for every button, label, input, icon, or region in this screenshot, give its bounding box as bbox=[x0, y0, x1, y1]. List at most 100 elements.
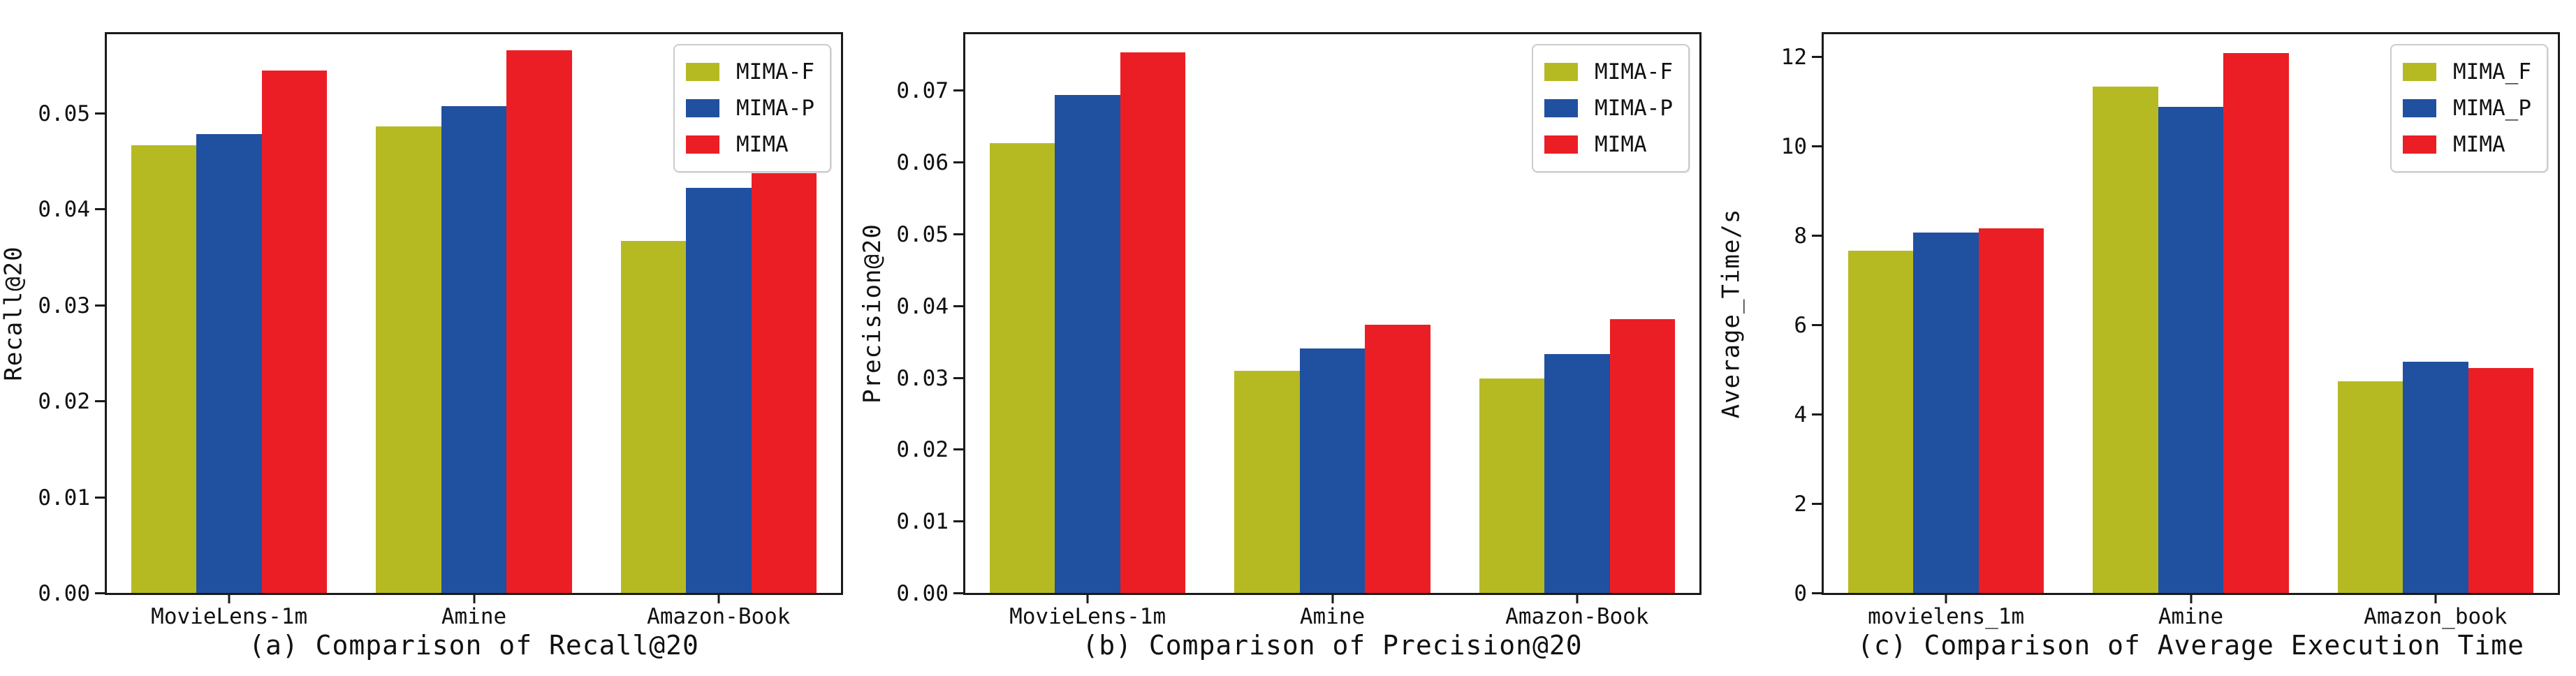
legend-swatch bbox=[686, 99, 720, 117]
bar-MIMA-P-MovieLens-1m bbox=[1055, 95, 1120, 593]
bar-MIMA-F-MovieLens-1m bbox=[990, 143, 1055, 593]
x-category-label: Amazon-Book bbox=[1505, 604, 1649, 629]
bar-MIMA-MovieLens-1m bbox=[261, 71, 328, 593]
legend-label: MIMA bbox=[1595, 132, 1647, 157]
y-tick bbox=[1812, 235, 1822, 237]
y-tick-label: 0.04 bbox=[896, 293, 949, 319]
y-tick-label: 0.06 bbox=[896, 150, 949, 176]
legend-label: MIMA-P bbox=[1595, 96, 1673, 121]
y-tick-label: 6 bbox=[1794, 313, 1807, 338]
y-axis-label-recall: Recall@20 bbox=[0, 32, 31, 595]
x-category-label: Amine bbox=[1299, 604, 1366, 629]
plot-area-precision: 0.00 0.01 0.02 0.03 0.04 0.05 0.06 0.07 MovieLen… bbox=[896, 32, 1702, 629]
x-tick bbox=[2190, 595, 2192, 603]
bar-MIMA-P-Amazon-Book bbox=[686, 187, 752, 593]
y-tick-label: 0.05 bbox=[896, 221, 949, 247]
y-tick bbox=[953, 161, 963, 164]
legend-label: MIMA bbox=[2453, 132, 2505, 157]
y-tick bbox=[1812, 56, 1822, 58]
legend-item: MIMA bbox=[686, 126, 814, 163]
y-tick bbox=[95, 592, 105, 594]
panel-precision: Precision@20 0.00 0.01 0.02 0.03 0.04 0.05 0.0… bbox=[858, 0, 1717, 676]
legend-item: MIMA_P bbox=[2403, 90, 2531, 126]
legend: MIMA-F MIMA-P MIMA bbox=[673, 44, 831, 172]
legend-label: MIMA_P bbox=[2453, 96, 2531, 121]
legend: MIMA_F MIMA_P MIMA bbox=[2390, 44, 2548, 172]
bar-MIMA-Amine bbox=[2223, 52, 2289, 593]
bar-MIMA_P-movielens_1m bbox=[1913, 233, 1979, 593]
y-axis-label-text: Average_Time/s bbox=[1717, 208, 1746, 419]
y-tick bbox=[953, 304, 963, 307]
bar-MIMA-P-Amine bbox=[1299, 348, 1366, 593]
y-tick-label: 0.01 bbox=[896, 509, 949, 535]
x-tick bbox=[2434, 595, 2437, 603]
legend-label: MIMA-F bbox=[736, 59, 814, 84]
y-tick-label: 0.07 bbox=[896, 78, 949, 104]
x-category-label: MovieLens-1m bbox=[151, 604, 308, 629]
bar-MIMA-MovieLens-1m bbox=[1120, 52, 1186, 593]
bar-MIMA-movielens_1m bbox=[1978, 228, 2044, 593]
y-tick-label: 0.00 bbox=[896, 581, 949, 606]
y-tick-label: 0.03 bbox=[38, 293, 90, 318]
legend-item: MIMA bbox=[1544, 126, 1673, 163]
y-tick bbox=[1812, 145, 1822, 147]
legend-swatch bbox=[1544, 63, 1579, 81]
bar-MIMA-F-Amine bbox=[376, 126, 441, 593]
bar-MIMA-Amazon-Book bbox=[751, 138, 817, 593]
y-tick bbox=[95, 208, 105, 211]
y-tick-label: 0.04 bbox=[38, 197, 90, 223]
y-tick bbox=[95, 304, 105, 307]
y-tick bbox=[953, 592, 963, 594]
legend-label: MIMA_F bbox=[2453, 59, 2531, 84]
y-tick bbox=[953, 89, 963, 92]
x-category-label: movielens_1m bbox=[1868, 604, 2025, 629]
y-tick-label: 0.05 bbox=[38, 101, 90, 126]
x-tick bbox=[1331, 595, 1333, 603]
panel-avg-time: Average_Time/s 0 2 4 6 8 10 12 movielens_1m Amin… bbox=[1717, 0, 2575, 676]
legend-swatch bbox=[2403, 63, 2437, 81]
x-category-label: Amine bbox=[441, 604, 507, 629]
x-tick bbox=[1945, 595, 1947, 603]
plot-area-avg-time: 0 2 4 6 8 10 12 movielens_1m Amine Amazon_book MIM… bbox=[1781, 32, 2560, 629]
legend: MIMA-F MIMA-P MIMA bbox=[1532, 44, 1690, 172]
x-tick bbox=[1086, 595, 1089, 603]
y-tick bbox=[953, 448, 963, 451]
legend-item: MIMA bbox=[2403, 126, 2531, 163]
legend-label: MIMA-P bbox=[736, 96, 814, 121]
x-category-label: MovieLens-1m bbox=[1009, 604, 1166, 629]
x-tick bbox=[228, 595, 230, 603]
panel-recall: Recall@20 0.00 0.01 0.02 0.03 0.04 0.05 MovieL… bbox=[0, 0, 858, 676]
bar-MIMA_F-Amazon_book bbox=[2337, 381, 2403, 593]
y-axis-label-precision: Precision@20 bbox=[855, 32, 890, 595]
legend-item: MIMA_F bbox=[2403, 54, 2531, 90]
bar-MIMA_F-Amine bbox=[2093, 86, 2158, 593]
y-tick-label: 0.02 bbox=[896, 437, 949, 463]
y-tick bbox=[1812, 592, 1822, 594]
y-tick-label: 0.01 bbox=[38, 485, 90, 510]
y-tick bbox=[1812, 413, 1822, 416]
y-tick-label: 0 bbox=[1794, 581, 1807, 606]
y-axis-label-text: Precision@20 bbox=[858, 223, 887, 404]
legend-swatch bbox=[2403, 135, 2437, 154]
y-tick bbox=[95, 496, 105, 499]
bar-MIMA-F-Amine bbox=[1234, 371, 1300, 593]
chart-caption-recall: (a) Comparison of Recall@20 bbox=[249, 630, 699, 661]
legend-swatch bbox=[686, 63, 720, 81]
x-category-label: Amine bbox=[2158, 604, 2224, 629]
x-tick bbox=[1576, 595, 1579, 603]
y-tick bbox=[953, 376, 963, 379]
y-tick-label: 0.03 bbox=[896, 365, 949, 391]
x-category-label: Amazon_book bbox=[2364, 604, 2508, 629]
bar-MIMA-Amine bbox=[1365, 325, 1430, 593]
y-tick bbox=[953, 233, 963, 235]
plot-area-recall: 0.00 0.01 0.02 0.03 0.04 0.05 MovieLens-1m Amin… bbox=[38, 32, 843, 629]
y-tick-label: 2 bbox=[1794, 492, 1807, 517]
bar-MIMA-Amazon_book bbox=[2468, 368, 2533, 593]
bar-MIMA-P-Amine bbox=[441, 106, 507, 593]
y-tick-label: 10 bbox=[1780, 134, 1807, 159]
y-tick bbox=[953, 520, 963, 523]
bar-MIMA_F-movielens_1m bbox=[1848, 250, 1914, 593]
y-tick bbox=[1812, 503, 1822, 505]
legend-item: MIMA-F bbox=[1544, 54, 1673, 90]
x-category-label: Amazon-Book bbox=[647, 604, 791, 629]
